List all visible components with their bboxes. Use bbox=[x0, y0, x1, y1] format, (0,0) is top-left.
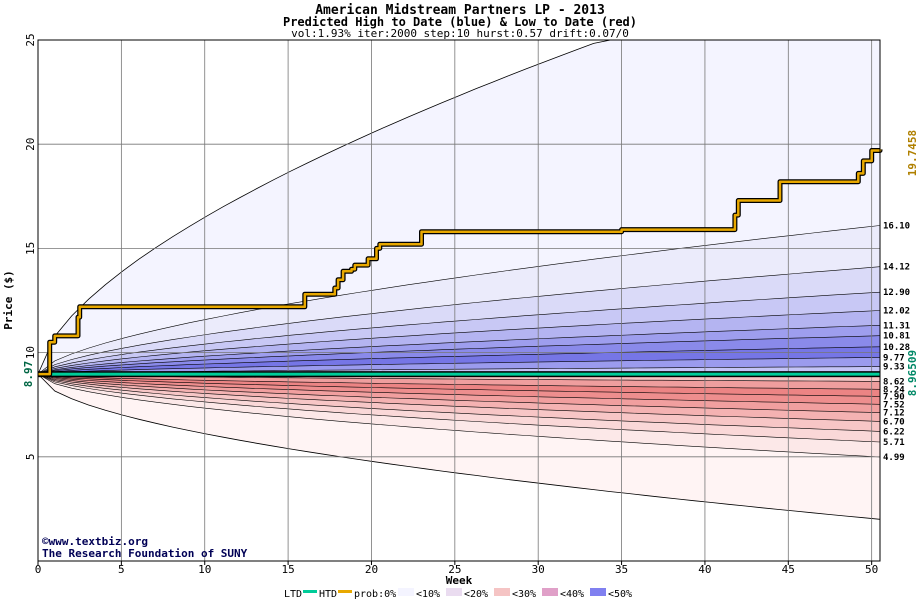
lower-outer-line bbox=[37, 373, 881, 520]
legend-swatch-0 bbox=[398, 588, 414, 596]
start-price-label: 8.97 bbox=[22, 361, 35, 388]
credit-line-2: The Research Foundation of SUNY bbox=[42, 547, 248, 560]
band-value-label-1: 14.12 bbox=[883, 263, 910, 273]
legend-swatch-4 bbox=[590, 588, 606, 596]
series-lines bbox=[38, 148, 883, 378]
y-axis-label: Price ($) bbox=[2, 270, 15, 330]
band-value-label-14: 6.70 bbox=[883, 417, 905, 427]
lower-band-line-4 bbox=[37, 373, 881, 413]
band-value-label-3: 12.02 bbox=[883, 307, 910, 317]
y-tick-label-3: 20 bbox=[24, 138, 37, 151]
x-tick-label-6: 30 bbox=[532, 563, 545, 576]
x-tick-label-1: 5 bbox=[118, 563, 125, 576]
x-tick-label-9: 45 bbox=[782, 563, 795, 576]
chart-params: vol:1.93% iter:2000 step:10 hurst:0.57 d… bbox=[291, 27, 629, 40]
upper-band-line-1 bbox=[37, 266, 881, 375]
y-tick-label-1: 10 bbox=[24, 346, 37, 359]
x-tick-label-3: 15 bbox=[281, 563, 294, 576]
chart-title: American Midstream Partners LP - 2013 bbox=[315, 3, 605, 18]
legend-htd-label: HTD bbox=[319, 589, 337, 600]
upper-band-line-5 bbox=[37, 335, 881, 375]
band-value-label-10: 8.24 bbox=[883, 385, 905, 395]
x-tick-label-7: 35 bbox=[615, 563, 628, 576]
lower-band-line-3 bbox=[37, 373, 881, 405]
x-tick-label-5: 25 bbox=[448, 563, 461, 576]
legend-item-1: <20% bbox=[464, 589, 488, 600]
band-value-label-0: 16.10 bbox=[883, 221, 910, 231]
legend-swatch-1 bbox=[446, 588, 462, 596]
legend-item-3: <40% bbox=[560, 589, 584, 600]
upper-band-line-7 bbox=[37, 357, 881, 375]
band-value-label-4: 11.31 bbox=[883, 321, 910, 331]
x-tick-label-4: 20 bbox=[365, 563, 378, 576]
legend-htd-swatch bbox=[338, 590, 352, 593]
band-value-label-8: 9.33 bbox=[883, 363, 905, 373]
band-value-label-17: 4.99 bbox=[883, 453, 905, 463]
legend-swatch-2 bbox=[494, 588, 510, 596]
lower-band-line-7 bbox=[37, 373, 881, 443]
legend-item-4: <50% bbox=[608, 589, 632, 600]
y-tick-label-4: 25 bbox=[24, 33, 37, 46]
band-value-label-2: 12.90 bbox=[883, 288, 910, 298]
x-tick-label-0: 0 bbox=[35, 563, 42, 576]
legend-prob-label: prob:0% bbox=[354, 589, 396, 600]
band-value-label-12: 7.52 bbox=[883, 400, 905, 410]
x-tick-label-2: 10 bbox=[198, 563, 211, 576]
upper-band-line-6 bbox=[37, 346, 881, 375]
band-value-label-15: 6.22 bbox=[883, 427, 905, 437]
lower-band-line-2 bbox=[37, 373, 881, 397]
legend-item-2: <30% bbox=[512, 589, 536, 600]
plot-frame bbox=[37, 39, 881, 562]
y-tick-label-0: 5 bbox=[24, 453, 37, 460]
lower-band-line-8 bbox=[37, 373, 881, 458]
x-tick-label-8: 40 bbox=[698, 563, 711, 576]
lower-band-line-5 bbox=[37, 373, 881, 422]
legend-ltd-swatch bbox=[303, 590, 317, 593]
band-value-label-16: 5.71 bbox=[883, 438, 905, 448]
y-tick-label-2: 15 bbox=[24, 242, 37, 255]
ltd-line bbox=[38, 372, 880, 376]
legend-item-0: <10% bbox=[416, 589, 440, 600]
band-value-label-7: 9.77 bbox=[883, 353, 905, 363]
upper-band-line-0 bbox=[37, 225, 881, 375]
x-axis-label: Week bbox=[446, 574, 473, 587]
lower-band-line-6 bbox=[37, 373, 881, 432]
band-value-label-13: 7.12 bbox=[883, 409, 905, 419]
x-tick-label-10: 50 bbox=[865, 563, 878, 576]
upper-band-line-4 bbox=[37, 325, 881, 375]
probability-bands bbox=[37, 39, 881, 561]
legend-ltd-label: LTD bbox=[284, 589, 302, 600]
upper-band-line-2 bbox=[37, 291, 881, 375]
band-value-label-9: 8.62 bbox=[883, 377, 905, 387]
ltd-value-label: 8.96509 bbox=[906, 350, 919, 396]
htd-line bbox=[38, 149, 882, 376]
credit-line-1: ©www.textbiz.org bbox=[42, 535, 148, 548]
lower-band-line-1 bbox=[37, 373, 881, 390]
upper-band-line-3 bbox=[37, 310, 881, 375]
band-value-label-5: 10.81 bbox=[883, 332, 910, 342]
htd-value-label: 19.7458 bbox=[906, 130, 919, 176]
legend-swatch-3 bbox=[542, 588, 558, 596]
axes: 0 5 10 15 20 25 30 35 40 45 50 5 10 15 20 25 bbox=[24, 33, 881, 576]
legend: LTD HTD prob:0% <10% <20% <30% <40% <50% bbox=[284, 588, 632, 600]
band-value-label-11: 7.90 bbox=[883, 392, 905, 402]
right-band-labels: 16.10 14.12 12.90 12.02 11.3110.8110.289.779… bbox=[883, 221, 910, 463]
band-value-label-6: 10.28 bbox=[883, 343, 910, 353]
chart-subtitle: Predicted High to Date (blue) & Low to D… bbox=[283, 15, 637, 29]
legend-prob-items: <10% <20% <30% <40% <50% bbox=[398, 588, 632, 600]
